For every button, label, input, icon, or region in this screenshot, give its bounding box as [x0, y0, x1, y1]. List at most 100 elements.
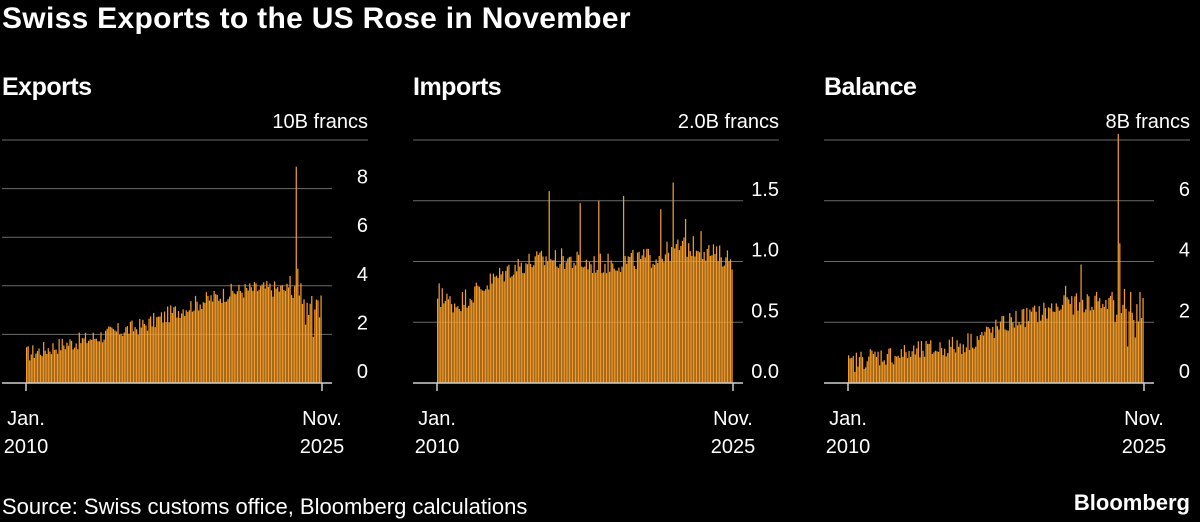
bar — [137, 334, 139, 383]
bar — [503, 281, 505, 383]
bar — [1133, 319, 1135, 383]
bar — [87, 340, 90, 383]
bar — [26, 347, 28, 383]
bar — [47, 348, 49, 383]
bar — [111, 327, 113, 383]
bar — [168, 322, 170, 383]
bar — [92, 332, 94, 383]
bar — [114, 330, 116, 383]
bar — [266, 280, 268, 383]
bar — [242, 297, 245, 383]
bar — [728, 261, 730, 383]
bar — [714, 254, 716, 383]
bar — [225, 301, 228, 383]
bar — [123, 332, 125, 383]
bar — [519, 266, 521, 383]
bar — [454, 303, 456, 383]
bar — [979, 334, 981, 383]
bar — [100, 332, 102, 383]
bar — [976, 336, 978, 383]
bar — [899, 357, 901, 383]
bar — [886, 354, 888, 383]
bar — [176, 317, 178, 383]
bar — [931, 354, 933, 383]
bar — [591, 273, 594, 383]
bar — [1018, 322, 1020, 383]
bar — [1085, 309, 1087, 383]
bar — [565, 262, 567, 383]
bar — [500, 274, 502, 383]
bar — [1099, 298, 1101, 383]
y-tick-label: 1.0 — [751, 240, 779, 262]
bar — [227, 299, 229, 383]
bar — [872, 354, 875, 383]
bar — [258, 289, 260, 383]
bar — [1044, 308, 1047, 383]
bar — [154, 327, 156, 383]
bars — [437, 182, 733, 384]
bar — [885, 364, 887, 383]
bar — [719, 245, 721, 383]
bar — [286, 283, 288, 383]
balance-panel-title: Balance — [824, 73, 917, 101]
bar — [163, 311, 166, 383]
bar — [995, 319, 997, 383]
bar — [857, 366, 859, 383]
bar — [669, 261, 671, 383]
bar — [1114, 322, 1116, 383]
bar — [537, 254, 539, 383]
bar — [97, 341, 99, 383]
bar — [609, 271, 611, 383]
bar — [446, 293, 448, 383]
bar — [300, 283, 302, 383]
y-tick-label: 0.0 — [751, 361, 779, 383]
y-tick-label: 2 — [1179, 300, 1190, 322]
bar — [1122, 304, 1124, 383]
bar — [132, 331, 135, 383]
bar — [1082, 299, 1084, 383]
bar — [281, 285, 283, 383]
bar — [715, 246, 718, 383]
bar — [522, 273, 524, 383]
bar — [1131, 312, 1133, 383]
bar — [27, 346, 29, 383]
bar — [211, 301, 214, 383]
bar — [173, 307, 175, 383]
bar — [136, 329, 138, 383]
y-tick-label: 4 — [357, 264, 368, 286]
bar — [539, 252, 541, 383]
bar — [998, 329, 1000, 383]
bar — [289, 276, 291, 383]
bar — [855, 352, 857, 383]
bar — [477, 285, 479, 383]
bar — [584, 266, 586, 383]
bar — [681, 240, 684, 383]
bar — [1108, 297, 1110, 383]
bar — [196, 301, 198, 383]
bar — [917, 341, 919, 383]
bar — [602, 272, 605, 383]
bar — [238, 284, 240, 383]
bar — [883, 360, 885, 383]
bar — [222, 288, 225, 383]
bar — [1004, 329, 1006, 383]
bar — [599, 253, 601, 383]
bar — [971, 347, 974, 383]
bar — [512, 274, 515, 383]
bar — [990, 332, 992, 383]
bar — [464, 289, 467, 383]
bar — [557, 268, 560, 383]
bar — [294, 286, 296, 383]
bar — [677, 239, 679, 383]
bar — [967, 333, 969, 383]
bar — [1125, 308, 1127, 383]
x-tick-label-end: Nov. — [1124, 408, 1164, 430]
bar — [69, 339, 71, 383]
bar — [692, 236, 694, 383]
bar — [1026, 307, 1028, 383]
bar — [694, 256, 696, 383]
bar — [94, 338, 96, 383]
bar — [469, 298, 471, 383]
bar — [1021, 309, 1023, 383]
bar — [91, 339, 93, 383]
